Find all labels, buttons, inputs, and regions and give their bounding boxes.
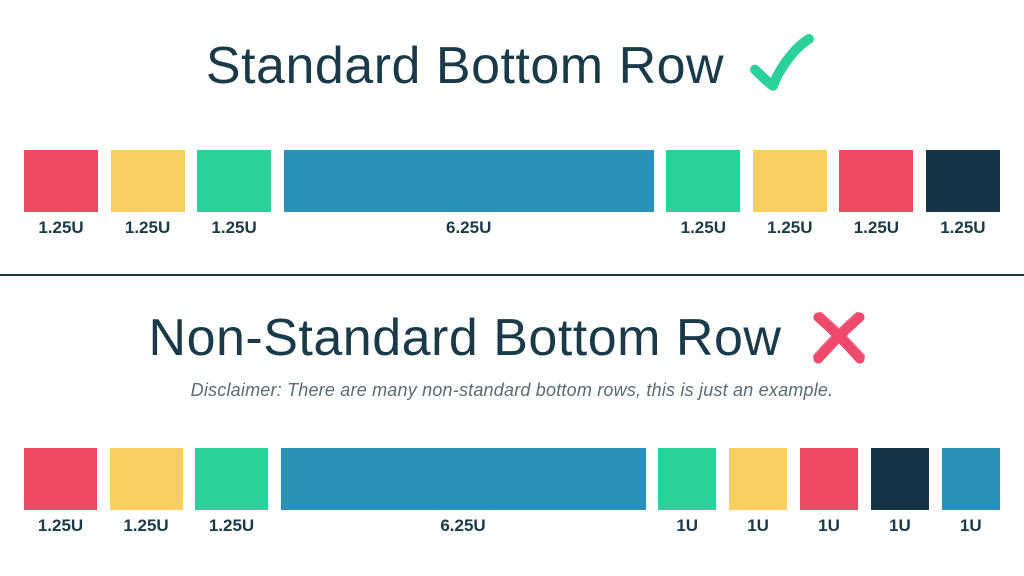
standard-key-label-7: 1.25U — [926, 218, 1000, 238]
nonstandard-key-1 — [110, 448, 183, 510]
standard-label-row: 1.25U 1.25U 1.25U 6.25U 1.25U 1.25U 1.25U 1.25U — [24, 218, 1000, 238]
nonstandard-key-5 — [729, 448, 787, 510]
nonstandard-key-label-2: 1.25U — [195, 516, 268, 536]
cross-icon — [803, 302, 875, 374]
nonstandard-key-3 — [281, 448, 646, 510]
nonstandard-key-2 — [195, 448, 268, 510]
nonstandard-key-6 — [800, 448, 858, 510]
standard-key-label-4: 1.25U — [666, 218, 740, 238]
standard-key-label-0: 1.25U — [24, 218, 98, 238]
standard-key-3 — [284, 150, 654, 212]
standard-key-7 — [926, 150, 1000, 212]
nonstandard-key-label-1: 1.25U — [110, 516, 183, 536]
nonstandard-key-label-6: 1U — [800, 516, 858, 536]
standard-key-6 — [839, 150, 913, 212]
standard-section: Standard Bottom Row 1.25U 1.25U 1.25U 6.25U… — [0, 0, 1024, 274]
nonstandard-key-label-4: 1U — [658, 516, 716, 536]
standard-key-label-2: 1.25U — [197, 218, 271, 238]
standard-key-5 — [753, 150, 827, 212]
nonstandard-disclaimer: Disclaimer: There are many non-standard … — [0, 380, 1024, 401]
standard-heading-wrap: Standard Bottom Row — [0, 30, 1024, 102]
nonstandard-key-label-7: 1U — [871, 516, 929, 536]
standard-key-4 — [666, 150, 740, 212]
standard-key-row — [24, 150, 1000, 212]
standard-key-label-6: 1.25U — [839, 218, 913, 238]
nonstandard-title: Non-Standard Bottom Row — [149, 308, 782, 368]
nonstandard-key-label-0: 1.25U — [24, 516, 97, 536]
nonstandard-key-row — [24, 448, 1000, 510]
nonstandard-label-row: 1.25U 1.25U 1.25U 6.25U 1U 1U 1U 1U 1U — [24, 516, 1000, 536]
standard-key-2 — [197, 150, 271, 212]
nonstandard-key-label-5: 1U — [729, 516, 787, 536]
nonstandard-key-label-8: 1U — [942, 516, 1000, 536]
nonstandard-row-container: 1.25U 1.25U 1.25U 6.25U 1U 1U 1U 1U 1U — [0, 448, 1024, 536]
standard-title: Standard Bottom Row — [206, 36, 724, 96]
nonstandard-key-4 — [658, 448, 716, 510]
nonstandard-heading-wrap: Non-Standard Bottom Row — [0, 302, 1024, 374]
standard-row-container: 1.25U 1.25U 1.25U 6.25U 1.25U 1.25U 1.25U 1.25U — [0, 150, 1024, 238]
nonstandard-key-7 — [871, 448, 929, 510]
nonstandard-key-0 — [24, 448, 97, 510]
standard-key-label-1: 1.25U — [111, 218, 185, 238]
standard-key-label-3: 6.25U — [284, 218, 654, 238]
nonstandard-key-8 — [942, 448, 1000, 510]
standard-key-1 — [111, 150, 185, 212]
standard-key-label-5: 1.25U — [753, 218, 827, 238]
nonstandard-section: Non-Standard Bottom Row Disclaimer: Ther… — [0, 274, 1024, 576]
check-icon — [746, 30, 818, 102]
nonstandard-key-label-3: 6.25U — [281, 516, 646, 536]
standard-key-0 — [24, 150, 98, 212]
